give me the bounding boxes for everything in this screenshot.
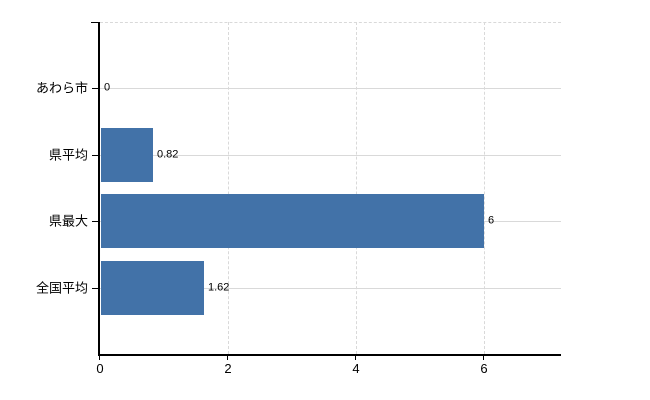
horizontal-gridline xyxy=(100,288,561,289)
x-tick-label-1: 2 xyxy=(224,361,232,376)
plot-top-border xyxy=(100,22,561,23)
vertical-gridline xyxy=(484,22,485,354)
y-axis-tick xyxy=(92,88,98,89)
y-axis-line xyxy=(98,22,100,356)
bar-value-label: 0.82 xyxy=(157,148,179,161)
category-label-0: あわら市 xyxy=(35,80,88,96)
category-label-3: 全国平均 xyxy=(35,280,88,296)
bar-value-label: 0 xyxy=(104,81,111,94)
bar-value-label: 6 xyxy=(488,214,495,227)
bar-全国平均 xyxy=(101,261,204,315)
x-tick-label-2: 4 xyxy=(352,361,360,376)
vertical-gridline xyxy=(356,22,357,354)
vertical-gridline xyxy=(228,22,229,354)
y-axis-top-tick xyxy=(91,22,98,23)
x-axis-line xyxy=(98,354,561,356)
x-tick-label-3: 6 xyxy=(480,361,488,376)
horizontal-gridline xyxy=(100,155,561,156)
y-axis-tick xyxy=(92,221,98,222)
category-label-1: 県平均 xyxy=(48,147,88,163)
x-tick-label-0: 0 xyxy=(96,361,104,376)
bar-県平均 xyxy=(101,128,153,182)
x-axis-tick xyxy=(99,356,100,360)
y-axis-tick xyxy=(92,155,98,156)
x-axis-tick xyxy=(355,356,356,360)
bar-県最大 xyxy=(101,194,484,248)
bar-value-label: 1.62 xyxy=(208,281,230,294)
category-label-2: 県最大 xyxy=(48,213,88,229)
y-axis-tick xyxy=(92,288,98,289)
x-axis-tick xyxy=(483,356,484,360)
x-axis-tick xyxy=(227,356,228,360)
horizontal-gridline xyxy=(100,88,561,89)
